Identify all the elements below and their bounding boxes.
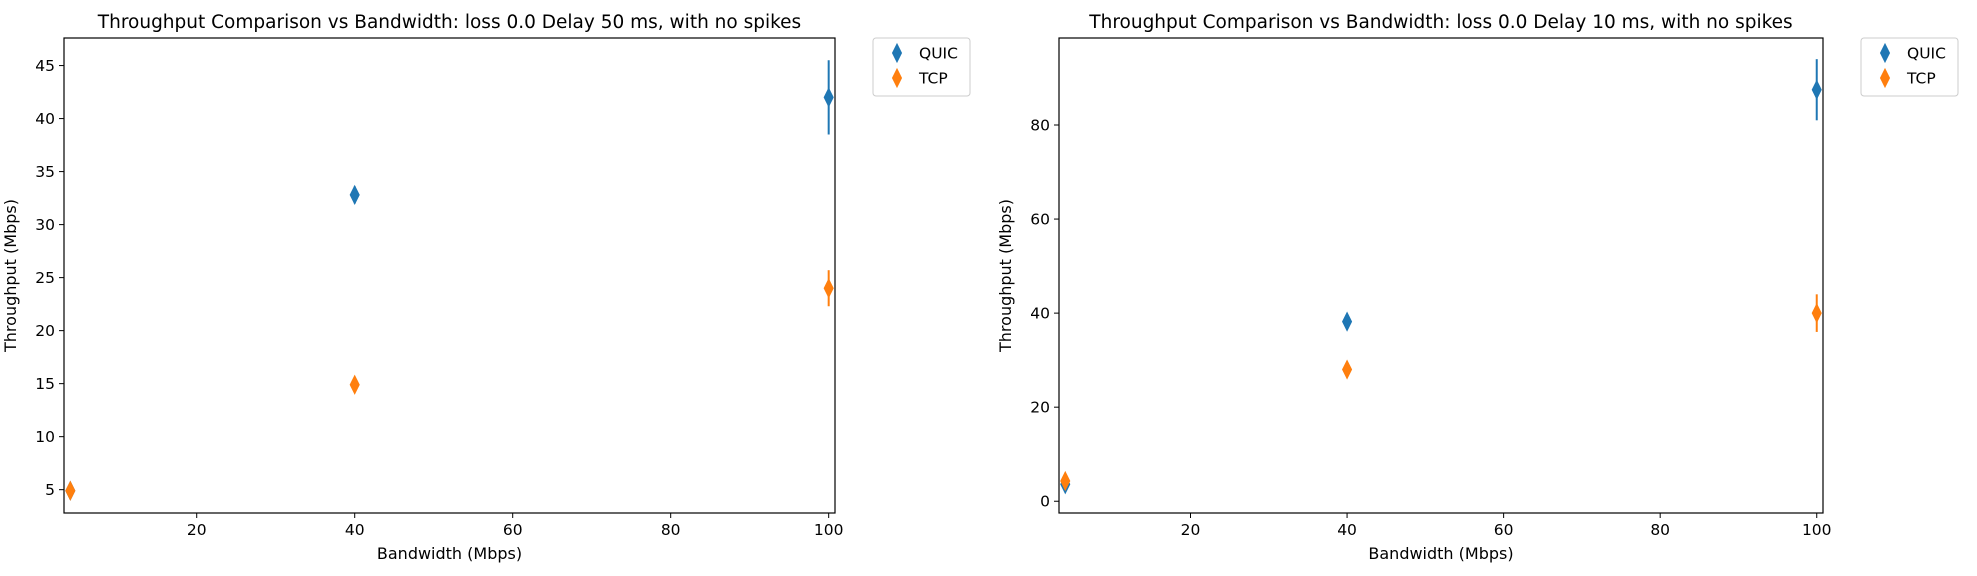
y-tick-label: 15 [35, 375, 55, 393]
x-tick-label: 100 [814, 521, 844, 539]
y-tick-label: 10 [35, 428, 55, 446]
x-axis-label: Bandwidth (Mbps) [377, 544, 522, 563]
y-tick-label: 25 [35, 269, 55, 287]
data-point [823, 87, 834, 108]
y-tick-label: 35 [35, 163, 55, 181]
y-tick-label: 30 [35, 216, 55, 234]
series-quic [1060, 59, 1822, 495]
data-point [1811, 303, 1822, 324]
y-tick-label: 20 [35, 322, 55, 340]
y-tick-label: 60 [1030, 211, 1050, 229]
data-point [1811, 79, 1822, 100]
legend: QUIC TCP [872, 37, 971, 97]
series-tcp [65, 270, 834, 501]
data-point [1342, 359, 1353, 380]
y-axis-label: Throughput (Mbps) [996, 199, 1015, 353]
legend-label: TCP [1906, 70, 1936, 88]
x-tick-label: 80 [661, 521, 681, 539]
data-point [349, 374, 360, 395]
legend-marker [1879, 67, 1891, 89]
legend-marker [1879, 42, 1891, 64]
series-quic [65, 60, 834, 501]
legend-label: QUIC [919, 45, 958, 63]
y-tick-label: 0 [1040, 493, 1050, 511]
chart-panel-2: 20 40 60 80 100 0 20 40 60 80 Throughput Compariso… [996, 12, 1959, 563]
series-tcp [1060, 294, 1822, 492]
y-tick-label: 5 [45, 481, 55, 499]
x-tick-label: 20 [187, 521, 207, 539]
x-tick-label: 20 [1181, 521, 1201, 539]
x-axis-label: Bandwidth (Mbps) [1368, 544, 1513, 563]
x-tick-label: 40 [1337, 521, 1357, 539]
x-tick-label: 60 [503, 521, 523, 539]
chart-panel-1: 20 40 60 80 100 5 10 15 20 25 30 35 40 45 Throughput C… [1, 12, 971, 563]
data-point [65, 480, 76, 501]
data-point [823, 278, 834, 299]
data-point [1342, 311, 1353, 332]
axes-frame [63, 37, 836, 514]
legend-label: QUIC [1907, 45, 1946, 63]
x-tick-label: 100 [1802, 521, 1832, 539]
legend-label: TCP [918, 70, 948, 88]
y-tick-label: 45 [35, 57, 55, 75]
x-tick-label: 40 [345, 521, 365, 539]
y-tick-label: 40 [1030, 305, 1050, 323]
y-axis-label: Throughput (Mbps) [1, 199, 20, 353]
legend-marker [891, 67, 903, 89]
x-tick-label: 60 [1494, 521, 1514, 539]
chart-title: Throughput Comparison vs Bandwidth: loss… [97, 12, 801, 33]
axes-frame [1058, 37, 1824, 514]
data-point [1060, 470, 1071, 492]
legend-marker [891, 42, 903, 64]
legend: QUIC TCP [1860, 37, 1959, 97]
x-tick-label: 80 [1650, 521, 1670, 539]
y-tick-label: 20 [1030, 399, 1050, 417]
data-point [349, 184, 360, 206]
chart-title: Throughput Comparison vs Bandwidth: loss… [1088, 12, 1792, 33]
y-tick-label: 80 [1030, 117, 1050, 135]
y-tick-label: 40 [35, 110, 55, 128]
